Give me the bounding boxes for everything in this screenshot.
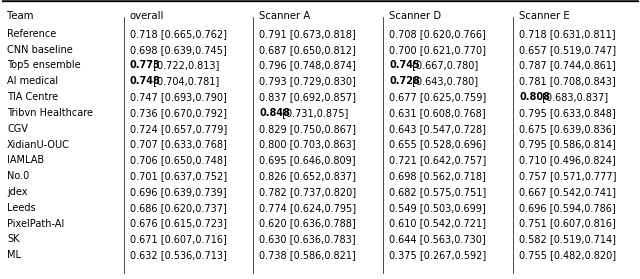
Text: 0.630 [0.636,0.783]: 0.630 [0.636,0.783]	[259, 234, 356, 244]
Text: 0.782 [0.737,0.820]: 0.782 [0.737,0.820]	[259, 187, 356, 197]
Text: 0.631 [0.608,0.768]: 0.631 [0.608,0.768]	[389, 108, 486, 118]
Text: CNN baseline: CNN baseline	[7, 45, 73, 55]
Text: 0.748: 0.748	[130, 76, 161, 86]
Text: IAMLAB: IAMLAB	[7, 155, 44, 165]
Text: 0.745: 0.745	[389, 61, 420, 71]
Text: 0.710 [0.496,0.824]: 0.710 [0.496,0.824]	[519, 155, 616, 165]
Text: CGV: CGV	[7, 124, 28, 134]
Text: AI medical: AI medical	[7, 76, 58, 86]
Text: 0.620 [0.636,0.788]: 0.620 [0.636,0.788]	[259, 218, 356, 229]
Text: 0.736 [0.670,0.792]: 0.736 [0.670,0.792]	[130, 108, 227, 118]
Text: 0.657 [0.519,0.747]: 0.657 [0.519,0.747]	[519, 45, 616, 55]
Text: 0.718 [0.631,0.811]: 0.718 [0.631,0.811]	[519, 29, 616, 39]
Text: jdex: jdex	[7, 187, 28, 197]
Text: 0.800 [0.703,0.863]: 0.800 [0.703,0.863]	[259, 140, 356, 150]
Text: Leeds: Leeds	[7, 203, 36, 213]
Text: 0.826 [0.652,0.837]: 0.826 [0.652,0.837]	[259, 171, 356, 181]
Text: 0.632 [0.536,0.713]: 0.632 [0.536,0.713]	[130, 250, 227, 260]
Text: Tribvn Healthcare: Tribvn Healthcare	[7, 108, 93, 118]
Text: 0.837 [0.692,0.857]: 0.837 [0.692,0.857]	[259, 92, 356, 102]
Text: 0.677 [0.625,0.759]: 0.677 [0.625,0.759]	[389, 92, 486, 102]
Text: 0.707 [0.633,0.768]: 0.707 [0.633,0.768]	[130, 140, 227, 150]
Text: No.0: No.0	[7, 171, 29, 181]
Text: ML: ML	[7, 250, 21, 260]
Text: 0.698 [0.639,0.745]: 0.698 [0.639,0.745]	[130, 45, 227, 55]
Text: 0.791 [0.673,0.818]: 0.791 [0.673,0.818]	[259, 29, 356, 39]
Text: Scanner A: Scanner A	[259, 11, 310, 21]
Text: 0.700 [0.621,0.770]: 0.700 [0.621,0.770]	[389, 45, 486, 55]
Text: 0.787 [0.744,0.861]: 0.787 [0.744,0.861]	[519, 61, 616, 71]
Text: 0.701 [0.637,0.752]: 0.701 [0.637,0.752]	[130, 171, 227, 181]
Text: 0.671 [0.607,0.716]: 0.671 [0.607,0.716]	[130, 234, 227, 244]
Text: 0.682 [0.575,0.751]: 0.682 [0.575,0.751]	[389, 187, 486, 197]
Text: 0.757 [0.571,0.777]: 0.757 [0.571,0.777]	[519, 171, 616, 181]
Text: 0.793 [0.729,0.830]: 0.793 [0.729,0.830]	[259, 76, 356, 86]
Text: overall: overall	[130, 11, 164, 21]
Text: 0.676 [0.615,0.723]: 0.676 [0.615,0.723]	[130, 218, 227, 229]
Text: 0.848: 0.848	[259, 108, 290, 118]
Text: 0.643 [0.547,0.728]: 0.643 [0.547,0.728]	[389, 124, 486, 134]
Text: 0.698 [0.562,0.718]: 0.698 [0.562,0.718]	[389, 171, 486, 181]
Text: Top5 ensemble: Top5 ensemble	[7, 61, 81, 71]
Text: 0.808: 0.808	[519, 92, 550, 102]
Text: 0.655 [0.528,0.696]: 0.655 [0.528,0.696]	[389, 140, 486, 150]
Text: 0.747 [0.693,0.790]: 0.747 [0.693,0.790]	[130, 92, 227, 102]
Text: [0.643,0.780]: [0.643,0.780]	[409, 76, 478, 86]
Text: [0.683,0.837]: [0.683,0.837]	[540, 92, 609, 102]
Text: 0.667 [0.542,0.741]: 0.667 [0.542,0.741]	[519, 187, 616, 197]
Text: 0.718 [0.665,0.762]: 0.718 [0.665,0.762]	[130, 29, 227, 39]
Text: [0.667,0.780]: [0.667,0.780]	[409, 61, 479, 71]
Text: [0.731,0.875]: [0.731,0.875]	[279, 108, 349, 118]
Text: 0.582 [0.519,0.714]: 0.582 [0.519,0.714]	[519, 234, 616, 244]
Text: 0.773: 0.773	[130, 61, 161, 71]
Text: 0.375 [0.267,0.592]: 0.375 [0.267,0.592]	[389, 250, 486, 260]
Text: 0.696 [0.594,0.786]: 0.696 [0.594,0.786]	[519, 203, 616, 213]
Text: 0.728: 0.728	[389, 76, 420, 86]
Text: 0.686 [0.620,0.737]: 0.686 [0.620,0.737]	[130, 203, 227, 213]
Text: TIA Centre: TIA Centre	[7, 92, 58, 102]
Text: 0.687 [0.650,0.812]: 0.687 [0.650,0.812]	[259, 45, 356, 55]
Text: 0.708 [0.620,0.766]: 0.708 [0.620,0.766]	[389, 29, 486, 39]
Text: XidianU-OUC: XidianU-OUC	[7, 140, 70, 150]
Text: [0.722,0.813]: [0.722,0.813]	[150, 61, 220, 71]
Text: 0.755 [0.482,0.820]: 0.755 [0.482,0.820]	[519, 250, 616, 260]
Text: PixelPath-AI: PixelPath-AI	[7, 218, 64, 229]
Text: 0.675 [0.639,0.836]: 0.675 [0.639,0.836]	[519, 124, 616, 134]
Text: 0.706 [0.650,0.748]: 0.706 [0.650,0.748]	[130, 155, 227, 165]
Text: 0.695 [0.646,0.809]: 0.695 [0.646,0.809]	[259, 155, 356, 165]
Text: 0.751 [0.607,0.816]: 0.751 [0.607,0.816]	[519, 218, 616, 229]
Text: 0.738 [0.586,0.821]: 0.738 [0.586,0.821]	[259, 250, 356, 260]
Text: Scanner E: Scanner E	[519, 11, 570, 21]
Text: 0.829 [0.750,0.867]: 0.829 [0.750,0.867]	[259, 124, 356, 134]
Text: 0.696 [0.639,0.739]: 0.696 [0.639,0.739]	[130, 187, 227, 197]
Text: Team: Team	[7, 11, 33, 21]
Text: 0.721 [0.642,0.757]: 0.721 [0.642,0.757]	[389, 155, 486, 165]
Text: 0.644 [0.563,0.730]: 0.644 [0.563,0.730]	[389, 234, 486, 244]
Text: 0.795 [0.633,0.848]: 0.795 [0.633,0.848]	[519, 108, 616, 118]
Text: SK: SK	[7, 234, 19, 244]
Text: 0.796 [0.748,0.874]: 0.796 [0.748,0.874]	[259, 61, 356, 71]
Text: 0.781 [0.708,0.843]: 0.781 [0.708,0.843]	[519, 76, 616, 86]
Text: 0.795 [0.586,0.814]: 0.795 [0.586,0.814]	[519, 140, 616, 150]
Text: Scanner D: Scanner D	[389, 11, 441, 21]
Text: 0.774 [0.624,0.795]: 0.774 [0.624,0.795]	[259, 203, 356, 213]
Text: 0.610 [0.542,0.721]: 0.610 [0.542,0.721]	[389, 218, 486, 229]
Text: 0.549 [0.503,0.699]: 0.549 [0.503,0.699]	[389, 203, 486, 213]
Text: Reference: Reference	[7, 29, 56, 39]
Text: 0.724 [0.657,0.779]: 0.724 [0.657,0.779]	[130, 124, 227, 134]
Text: [0.704,0.781]: [0.704,0.781]	[150, 76, 220, 86]
